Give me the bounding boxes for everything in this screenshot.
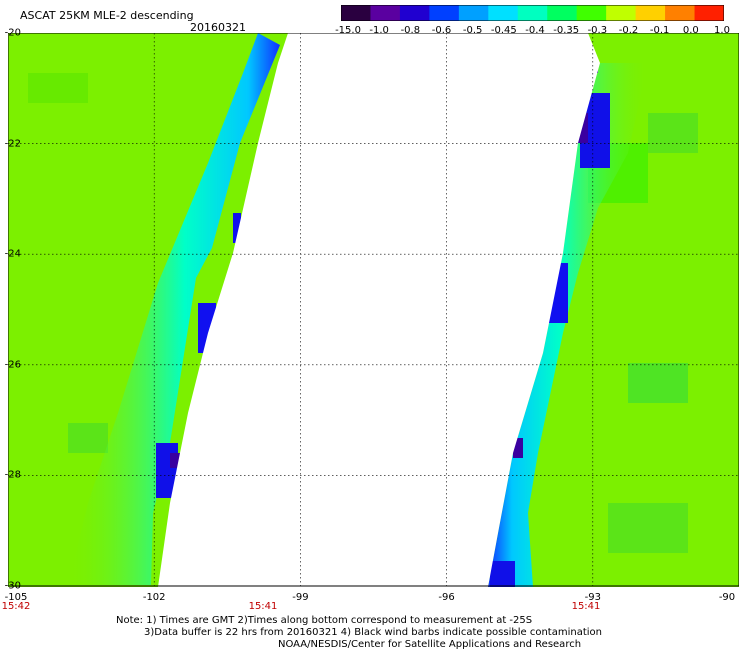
- colorbar: [341, 5, 724, 21]
- latitude-label: -20: [4, 27, 21, 39]
- colorbar-swatch: [341, 5, 371, 21]
- data-gap-swath: [158, 33, 600, 587]
- colorbar-tick-label: -15.0: [335, 25, 361, 36]
- map-frame: [8, 33, 739, 587]
- note-line-3: NOAA/NESDIS/Center for Satellite Applica…: [278, 639, 582, 650]
- left-swath-edge: [68, 33, 280, 585]
- note-line-2: 3)Data buffer is 22 hrs from 20160321 4)…: [144, 627, 602, 638]
- colorbar-swatch: [635, 5, 666, 21]
- colorbar-tick-label: -0.4: [525, 25, 545, 36]
- colorbar-tick-label: -0.3: [587, 25, 608, 36]
- colorbar-tick-label: -0.35: [553, 25, 580, 36]
- colorbar-swatch: [547, 5, 578, 21]
- colorbar-swatch: [458, 5, 489, 21]
- colorbar-tick-label: -0.2: [618, 25, 639, 36]
- longitude-label: -93: [584, 592, 601, 603]
- longitude-label: -99: [292, 592, 309, 603]
- latitude-label: -24: [4, 248, 21, 260]
- map-title: ASCAT 25KM MLE-2 descending: [20, 9, 194, 22]
- colorbar-tick-label: -1.0: [369, 25, 389, 36]
- note-line-1: Note: 1) Times are GMT 2)Times along bot…: [116, 615, 533, 626]
- latitude-label: -28: [4, 469, 21, 481]
- longitude-label: -105: [4, 592, 28, 603]
- colorbar-swatch: [370, 5, 401, 21]
- latitude-label: -26: [4, 359, 21, 371]
- colorbar-swatch: [694, 5, 724, 21]
- colorbar-tick-label: 0.0: [682, 25, 699, 36]
- colorbar-tick-label: 1.0: [714, 25, 730, 36]
- colorbar-tick-label: -0.45: [490, 25, 517, 36]
- colorbar-tick-label: -0.1: [649, 25, 670, 36]
- colorbar-swatch: [429, 5, 460, 21]
- right-swath-edge: [488, 63, 648, 587]
- gridlines: [8, 33, 739, 586]
- colorbar-swatch: [517, 5, 548, 21]
- colorbar-swatch: [399, 5, 430, 21]
- colorbar-swatch: [576, 5, 607, 21]
- colorbar-swatch: [665, 5, 696, 21]
- colorbar-swatch: [488, 5, 519, 21]
- map-date: 20160321: [190, 21, 246, 34]
- colorbar-tick-label: -0.8: [400, 25, 421, 36]
- longitude-label: -102: [142, 592, 166, 603]
- time-label: 15:41: [571, 601, 601, 612]
- longitude-label: -90: [718, 592, 736, 603]
- longitude-label: -96: [438, 592, 455, 603]
- latitude-label: -30: [4, 580, 21, 592]
- colorbar-swatch: [606, 5, 637, 21]
- colorbar-tick-label: -0.5: [462, 25, 483, 36]
- colorbar-tick-label: -0.6: [431, 25, 452, 36]
- latitude-label: -22: [4, 138, 21, 150]
- time-label: 15:42: [1, 601, 31, 612]
- wind-map: [8, 33, 739, 587]
- time-label: 15:41: [248, 601, 278, 612]
